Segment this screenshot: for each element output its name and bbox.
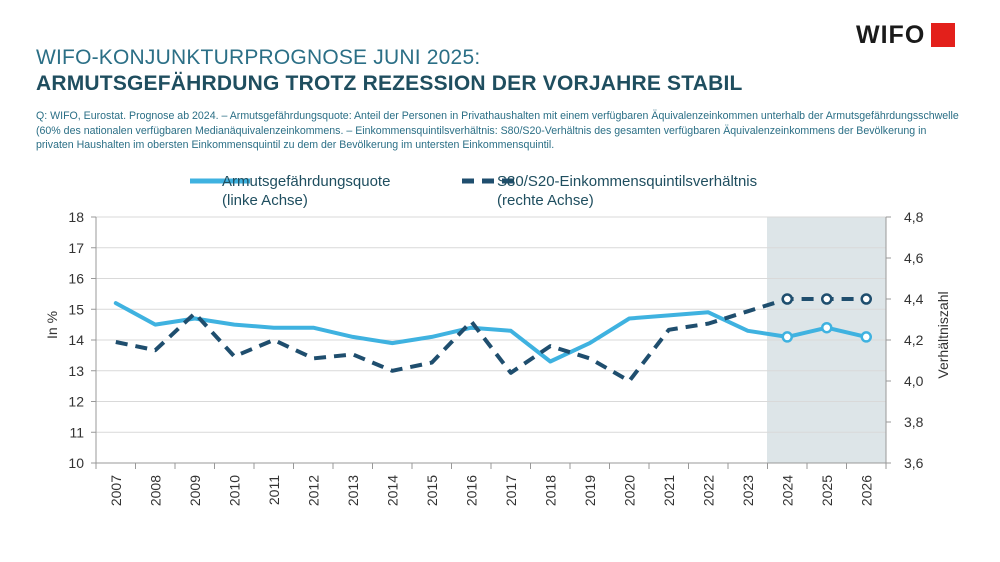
- x-tick-label: 2012: [305, 475, 321, 506]
- logo-square-icon: [931, 23, 956, 47]
- data-point-s80s20: [860, 293, 872, 305]
- y-left-tick-label: 17: [68, 240, 84, 256]
- y-right-tick-label: 4,4: [904, 291, 924, 307]
- x-tick-label: 2019: [582, 475, 598, 506]
- x-tick-label: 2024: [779, 475, 795, 506]
- x-tick-label: 2014: [384, 475, 400, 506]
- legend-label-s80s20-axis: (rechte Achse): [497, 192, 594, 209]
- x-tick-label: 2026: [858, 475, 874, 506]
- data-point-s80s20: [821, 293, 833, 305]
- data-point-armut: [821, 321, 833, 334]
- x-tick-label: 2015: [424, 475, 440, 506]
- x-tick-label: 2007: [108, 475, 124, 506]
- x-tick-label: 2016: [463, 475, 479, 506]
- y-left-tick-label: 10: [68, 455, 84, 471]
- series-line-armutsgefaehrdungsquote: [113, 301, 869, 364]
- x-tick-label: 2018: [542, 475, 558, 506]
- series-line-s80s20: [115, 297, 867, 383]
- y-left-tick-label: 12: [68, 394, 84, 410]
- legend-label-armut: Armutsgefährdungsquote: [222, 173, 390, 190]
- y-right-tick-label: 3,6: [904, 455, 924, 471]
- logo-text: WIFO: [856, 20, 926, 49]
- x-tick-label: 2011: [266, 475, 282, 505]
- x-tick-label: 2009: [187, 475, 203, 506]
- y-right-tick-label: 4,6: [904, 250, 924, 266]
- x-tick-label: 2010: [226, 475, 242, 506]
- x-tick-label: 2017: [503, 475, 519, 506]
- legend-label-armut-axis: (linke Achse): [222, 192, 308, 209]
- x-tick-label: 2013: [345, 475, 361, 506]
- data-point-s80s20: [781, 293, 793, 305]
- legend-label-s80s20: S80/S20-Einkommensquintilsverhältnis: [497, 173, 757, 190]
- x-tick-label: 2008: [147, 475, 163, 506]
- x-tick-label: 2025: [819, 475, 835, 506]
- y-right-tick-label: 4,0: [904, 373, 924, 389]
- y-axis-right-label: Verhältniszahl: [935, 291, 951, 378]
- y-axis-left-label: In %: [44, 311, 60, 339]
- chart-title: WIFO-KONJUNKTURPROGNOSE JUNI 2025:: [36, 46, 481, 69]
- y-left-tick-label: 14: [68, 332, 84, 348]
- y-left-tick-label: 15: [68, 301, 84, 317]
- wifo-logo: WIFO: [856, 20, 956, 49]
- x-tick-label: 2023: [740, 475, 756, 506]
- y-left-tick-label: 18: [68, 209, 84, 225]
- y-left-tick-label: 16: [68, 271, 84, 287]
- y-right-tick-label: 4,2: [904, 332, 924, 348]
- y-left-tick-label: 11: [69, 424, 84, 440]
- x-tick-label: 2020: [621, 475, 637, 506]
- y-left-tick-label: 13: [68, 363, 84, 379]
- data-point-armut: [860, 331, 872, 343]
- source-note: Q: WIFO, Eurostat. Prognose ab 2024. – A…: [36, 110, 959, 152]
- data-point-armut: [781, 331, 793, 343]
- chart-subtitle: ARMUTSGEFÄHRDUNG TROTZ REZESSION DER VOR…: [36, 72, 743, 95]
- x-tick-label: 2021: [661, 475, 677, 506]
- y-right-tick-label: 3,8: [904, 414, 924, 430]
- x-tick-label: 2022: [700, 475, 716, 506]
- y-right-tick-label: 4,8: [904, 209, 924, 225]
